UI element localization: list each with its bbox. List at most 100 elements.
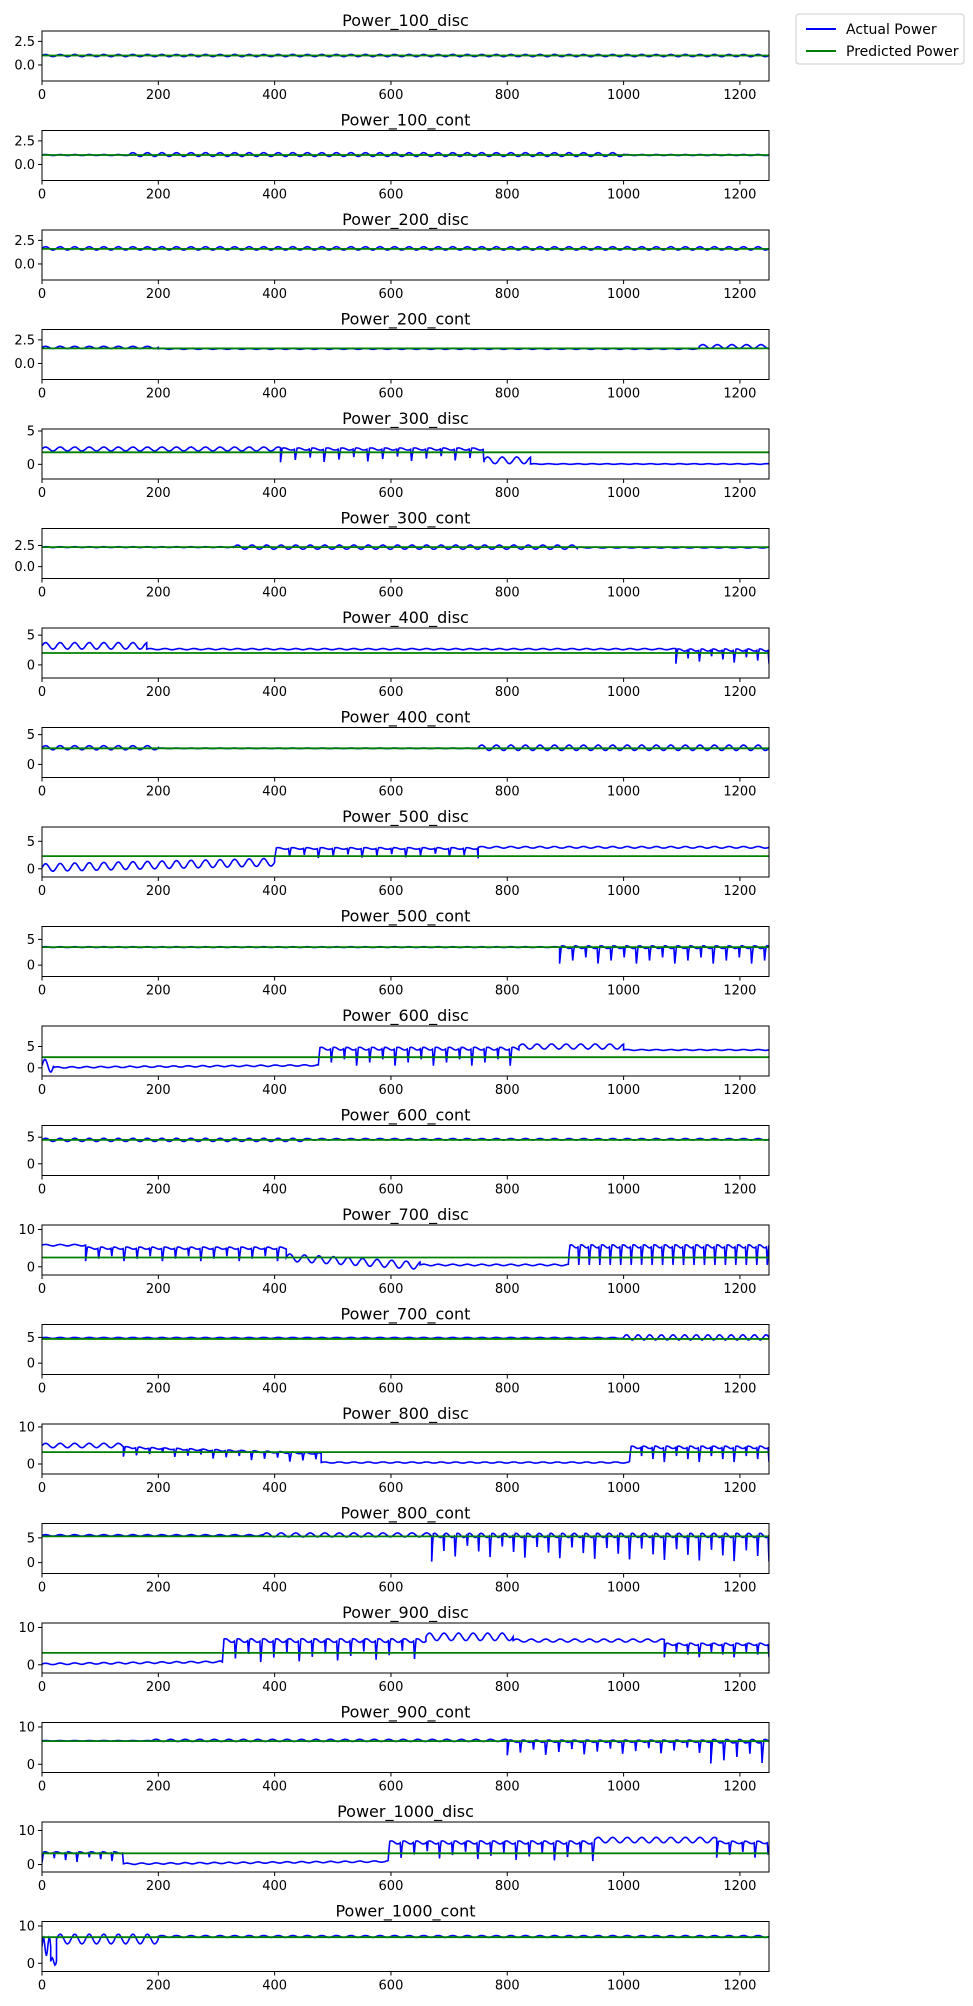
legend: Actual Power Predicted Power bbox=[795, 13, 965, 65]
subplot-Power_800_disc: Power_800_disc 0 200 400 600 800 1000 1200 0 10 bbox=[18, 1404, 770, 1496]
x-tick-label: 200 bbox=[146, 287, 171, 302]
actual-power-line bbox=[42, 1333, 769, 1341]
y-tick-label: 5 bbox=[27, 629, 35, 644]
subplot-Power_500_cont: Power_500_cont 0 200 400 600 800 1000 1200 0 5 bbox=[27, 907, 770, 999]
x-tick-label: 200 bbox=[146, 188, 171, 203]
x-tick-label: 1000 bbox=[607, 884, 640, 899]
x-tick-label: 1200 bbox=[723, 1481, 756, 1496]
y-tick-label: 10 bbox=[18, 1824, 35, 1839]
y-tick-label: 5 bbox=[27, 835, 35, 850]
x-tick-label: 0 bbox=[38, 1481, 46, 1496]
x-tick-label: 200 bbox=[146, 1083, 171, 1098]
subplot-title: Power_100_disc bbox=[342, 11, 469, 31]
x-tick-label: 0 bbox=[38, 586, 46, 601]
axes-frame bbox=[41, 1324, 770, 1375]
x-tick-label: 400 bbox=[262, 1183, 287, 1198]
subplot-title: Power_1000_cont bbox=[335, 1902, 475, 1922]
subplot-Power_900_disc: Power_900_disc 0 200 400 600 800 1000 1200 0 10 bbox=[18, 1603, 770, 1695]
x-tick-label: 1200 bbox=[723, 287, 756, 302]
x-tick-label: 400 bbox=[262, 188, 287, 203]
x-tick-label: 1200 bbox=[723, 1879, 756, 1894]
x-tick-label: 600 bbox=[379, 1581, 404, 1596]
y-tick-label: 2.5 bbox=[14, 234, 35, 249]
x-tick-label: 0 bbox=[38, 188, 46, 203]
y-tick-label: 2.5 bbox=[14, 134, 35, 149]
axes-frame bbox=[41, 229, 770, 281]
x-tick-label: 800 bbox=[495, 1680, 520, 1695]
axes-frame bbox=[41, 1224, 770, 1276]
y-tick-label: 2.5 bbox=[14, 539, 35, 554]
axes-frame bbox=[41, 30, 770, 82]
subplot-Power_300_disc: Power_300_disc 0 200 400 600 800 1000 1200 0 5 bbox=[27, 409, 770, 501]
y-tick-label: 10 bbox=[18, 1621, 35, 1636]
subplot-title: Power_700_cont bbox=[341, 1305, 471, 1325]
subplot-title: Power_900_disc bbox=[342, 1603, 469, 1623]
y-tick-label: 5 bbox=[27, 1131, 35, 1146]
subplot-Power_400_cont: Power_400_cont 0 200 400 600 800 1000 1200 0 5 bbox=[27, 708, 770, 800]
x-tick-label: 400 bbox=[262, 287, 287, 302]
subplot-title: Power_700_disc bbox=[342, 1205, 469, 1225]
axes-frame bbox=[41, 1523, 770, 1574]
x-tick-label: 600 bbox=[379, 685, 404, 700]
axes-frame bbox=[41, 1423, 770, 1475]
x-tick-label: 1000 bbox=[607, 685, 640, 700]
subplot-title: Power_800_disc bbox=[342, 1404, 469, 1424]
x-tick-label: 200 bbox=[146, 884, 171, 899]
x-tick-label: 0 bbox=[38, 387, 46, 402]
x-tick-label: 0 bbox=[38, 1680, 46, 1695]
subplot-Power_100_disc: Power_100_disc 0 200 400 600 800 1000 1200 0.0 2.… bbox=[14, 11, 770, 103]
y-tick-label: 2.5 bbox=[14, 333, 35, 348]
x-tick-label: 800 bbox=[495, 486, 520, 501]
x-tick-label: 800 bbox=[495, 188, 520, 203]
x-tick-label: 200 bbox=[146, 586, 171, 601]
axes-frame bbox=[41, 528, 770, 579]
x-tick-label: 400 bbox=[262, 387, 287, 402]
x-tick-label: 0 bbox=[38, 1183, 46, 1198]
axes-frame bbox=[41, 627, 770, 679]
subplot-title: Power_800_cont bbox=[341, 1504, 471, 1524]
x-tick-label: 400 bbox=[262, 1879, 287, 1894]
actual-power-line bbox=[42, 1042, 769, 1074]
y-tick-label: 0 bbox=[27, 1458, 35, 1473]
x-tick-label: 800 bbox=[495, 1282, 520, 1297]
x-tick-label: 600 bbox=[379, 1083, 404, 1098]
x-tick-label: 400 bbox=[262, 1780, 287, 1795]
x-tick-label: 1200 bbox=[723, 586, 756, 601]
x-tick-label: 600 bbox=[379, 1382, 404, 1397]
x-tick-label: 1000 bbox=[607, 586, 640, 601]
subplot-Power_100_cont: Power_100_cont 0 200 400 600 800 1000 1200 0.0 2.… bbox=[14, 111, 770, 203]
subplot-Power_400_disc: Power_400_disc 0 200 400 600 800 1000 1200 0 5 bbox=[27, 608, 770, 700]
axes-frame bbox=[41, 1125, 770, 1176]
x-tick-label: 0 bbox=[38, 685, 46, 700]
x-tick-label: 1200 bbox=[723, 884, 756, 899]
subplot-title: Power_400_disc bbox=[342, 608, 469, 628]
x-tick-label: 600 bbox=[379, 287, 404, 302]
axes-frame bbox=[41, 130, 770, 181]
y-tick-label: 5 bbox=[27, 1331, 35, 1346]
x-tick-label: 200 bbox=[146, 1183, 171, 1198]
y-tick-label: 10 bbox=[18, 1420, 35, 1435]
subplot-title: Power_600_cont bbox=[341, 1106, 471, 1126]
subplot-Power_300_cont: Power_300_cont 0 200 400 600 800 1000 1200 0.0 2.… bbox=[14, 509, 770, 601]
x-tick-label: 400 bbox=[262, 1481, 287, 1496]
x-tick-label: 200 bbox=[146, 1481, 171, 1496]
y-tick-label: 0 bbox=[27, 959, 35, 974]
x-tick-label: 400 bbox=[262, 1083, 287, 1098]
x-tick-label: 1000 bbox=[607, 188, 640, 203]
x-tick-label: 600 bbox=[379, 1780, 404, 1795]
x-tick-label: 800 bbox=[495, 387, 520, 402]
x-tick-label: 1000 bbox=[607, 785, 640, 800]
x-tick-label: 400 bbox=[262, 685, 287, 700]
subplot-Power_1000_disc: Power_1000_disc 0 200 400 600 800 1000 1200 0 10 bbox=[18, 1802, 770, 1894]
subplot-title: Power_300_cont bbox=[341, 509, 471, 529]
y-tick-label: 0 bbox=[27, 1260, 35, 1275]
x-tick-label: 1200 bbox=[723, 486, 756, 501]
x-tick-label: 800 bbox=[495, 1481, 520, 1496]
y-tick-label: 10 bbox=[18, 1223, 35, 1238]
x-tick-label: 800 bbox=[495, 1581, 520, 1596]
actual-power-line bbox=[42, 845, 769, 872]
y-tick-label: 0 bbox=[27, 1357, 35, 1372]
x-tick-label: 600 bbox=[379, 486, 404, 501]
y-tick-label: 0 bbox=[27, 1758, 35, 1773]
